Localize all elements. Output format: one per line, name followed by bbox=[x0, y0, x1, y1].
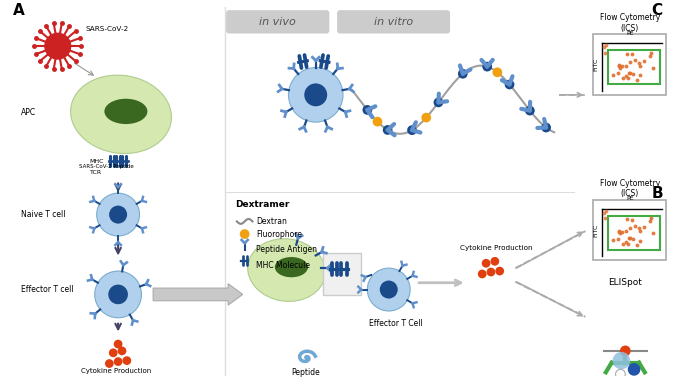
Bar bbox=[593, 34, 667, 95]
Circle shape bbox=[482, 259, 490, 268]
Circle shape bbox=[114, 357, 123, 366]
Text: FITC: FITC bbox=[594, 58, 599, 71]
Text: Cytokine Production: Cytokine Production bbox=[81, 368, 151, 374]
Ellipse shape bbox=[104, 99, 147, 124]
Circle shape bbox=[505, 80, 514, 89]
Circle shape bbox=[407, 125, 417, 135]
Text: MHC: MHC bbox=[90, 158, 104, 164]
Bar bbox=[593, 200, 667, 260]
Circle shape bbox=[97, 193, 140, 236]
Text: Flow Cytometry
(ICS): Flow Cytometry (ICS) bbox=[599, 13, 660, 33]
Text: ELISpot: ELISpot bbox=[608, 278, 643, 287]
FancyArrow shape bbox=[153, 284, 242, 305]
Circle shape bbox=[118, 346, 126, 355]
Circle shape bbox=[367, 268, 410, 311]
Bar bbox=[608, 216, 660, 250]
Text: Fluorophore: Fluorophore bbox=[256, 230, 302, 238]
Text: FITC: FITC bbox=[594, 224, 599, 237]
Circle shape bbox=[620, 346, 631, 356]
Text: SARS-CoV-2 Peptide: SARS-CoV-2 Peptide bbox=[79, 164, 134, 169]
Circle shape bbox=[478, 269, 486, 278]
Text: A: A bbox=[13, 3, 25, 18]
FancyBboxPatch shape bbox=[323, 252, 360, 295]
Circle shape bbox=[486, 268, 495, 276]
Text: Peptide: Peptide bbox=[292, 368, 321, 377]
Circle shape bbox=[383, 125, 393, 135]
Circle shape bbox=[421, 113, 431, 122]
Circle shape bbox=[490, 257, 499, 266]
Circle shape bbox=[458, 69, 468, 78]
Text: MHC Molecule: MHC Molecule bbox=[256, 261, 310, 270]
Text: SARS-CoV-2: SARS-CoV-2 bbox=[85, 26, 128, 31]
Text: Peptide Antigen: Peptide Antigen bbox=[256, 245, 317, 254]
Circle shape bbox=[616, 370, 625, 379]
Ellipse shape bbox=[71, 75, 171, 153]
Circle shape bbox=[123, 356, 132, 365]
Circle shape bbox=[495, 267, 504, 276]
Circle shape bbox=[541, 123, 551, 132]
Ellipse shape bbox=[248, 239, 325, 301]
Text: PE: PE bbox=[626, 196, 634, 202]
Text: C: C bbox=[651, 3, 662, 18]
Text: Dextramer: Dextramer bbox=[235, 200, 289, 209]
Circle shape bbox=[362, 105, 372, 115]
Circle shape bbox=[379, 280, 398, 299]
Circle shape bbox=[288, 67, 343, 122]
Text: B: B bbox=[651, 186, 663, 201]
Circle shape bbox=[493, 67, 502, 77]
Text: Effector T cell: Effector T cell bbox=[21, 285, 73, 294]
Circle shape bbox=[240, 229, 249, 239]
Circle shape bbox=[114, 340, 123, 348]
Circle shape bbox=[105, 359, 114, 368]
Circle shape bbox=[45, 33, 71, 59]
Bar bbox=[608, 50, 660, 84]
Text: PE: PE bbox=[626, 31, 634, 36]
Text: Flow Cytometry
(ICS): Flow Cytometry (ICS) bbox=[599, 179, 660, 198]
Text: Effector T Cell: Effector T Cell bbox=[369, 319, 423, 328]
Circle shape bbox=[95, 271, 142, 318]
FancyBboxPatch shape bbox=[337, 10, 450, 33]
Circle shape bbox=[612, 352, 630, 370]
Circle shape bbox=[373, 117, 382, 127]
Circle shape bbox=[108, 285, 128, 304]
Circle shape bbox=[434, 97, 443, 107]
Text: in vitro: in vitro bbox=[374, 17, 413, 27]
Circle shape bbox=[304, 83, 327, 106]
Circle shape bbox=[525, 106, 535, 116]
Text: TCR: TCR bbox=[90, 170, 102, 175]
Text: APC: APC bbox=[21, 108, 36, 117]
Circle shape bbox=[109, 205, 127, 224]
Circle shape bbox=[482, 62, 492, 72]
Text: Dextran: Dextran bbox=[256, 217, 287, 226]
Circle shape bbox=[109, 348, 118, 357]
Text: in vivo: in vivo bbox=[260, 17, 296, 27]
Text: Cytokine Production: Cytokine Production bbox=[460, 245, 532, 251]
Ellipse shape bbox=[275, 257, 308, 277]
Circle shape bbox=[627, 363, 640, 376]
FancyBboxPatch shape bbox=[226, 10, 329, 33]
Text: Naive T cell: Naive T cell bbox=[21, 210, 65, 219]
